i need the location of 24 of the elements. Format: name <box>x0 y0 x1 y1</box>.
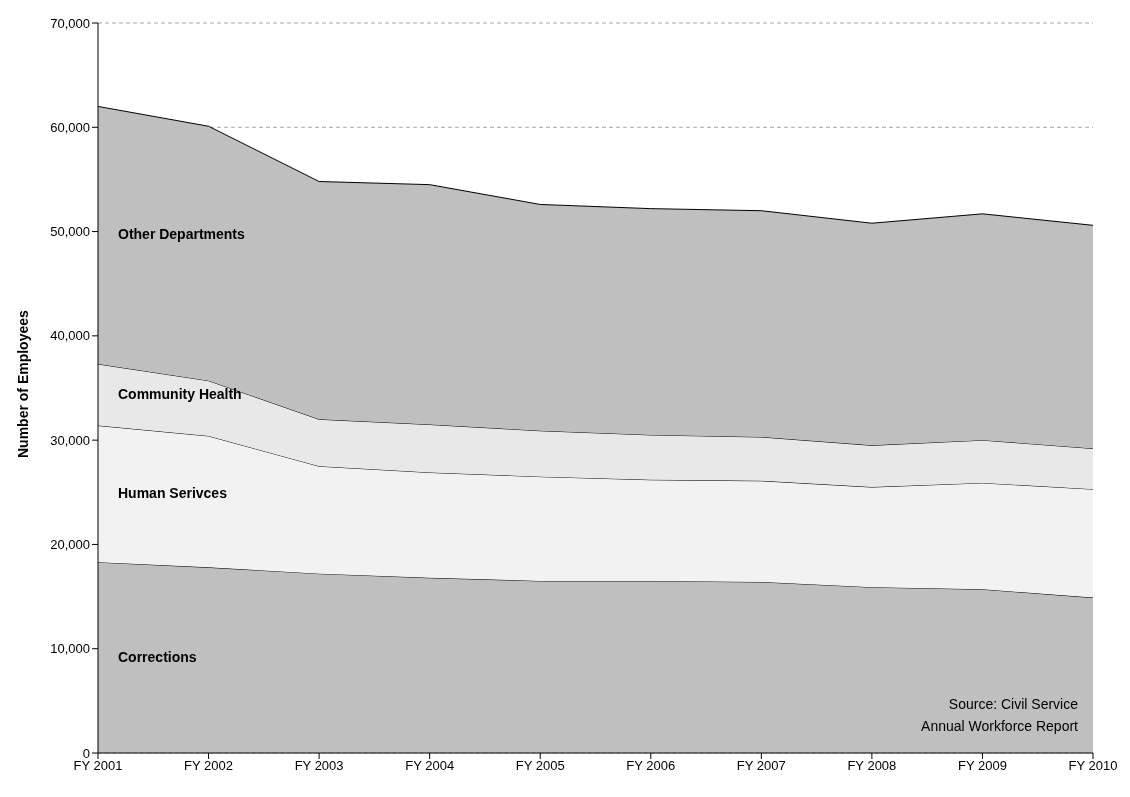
series-label: Other Departments <box>118 226 245 243</box>
x-tick-label: FY 2008 <box>847 758 897 774</box>
y-tick-label: 60,000 <box>50 119 90 135</box>
annotation: Source: Civil Service Annual Workforce Report <box>921 695 1078 736</box>
x-tick-label: FY 2003 <box>294 758 344 774</box>
y-tick-label: 10,000 <box>50 641 90 657</box>
series-label: Human Serivces <box>118 484 227 501</box>
y-tick-label: 20,000 <box>50 537 90 553</box>
y-tick-label: 30,000 <box>50 432 90 448</box>
x-tick-label: FY 2004 <box>405 758 455 774</box>
x-tick-label: FY 2002 <box>184 758 234 774</box>
x-tick-label: FY 2001 <box>73 758 123 774</box>
y-axis-title: Number of Employees <box>14 309 31 458</box>
y-tick-label: 40,000 <box>50 328 90 344</box>
x-tick-label: FY 2010 <box>1068 758 1118 774</box>
x-tick-label: FY 2005 <box>515 758 565 774</box>
y-tick-label: 0 <box>82 745 90 761</box>
y-tick-label: 50,000 <box>50 224 90 240</box>
x-tick-label: FY 2009 <box>957 758 1007 774</box>
x-tick-label: FY 2006 <box>626 758 676 774</box>
y-tick-label: 70,000 <box>50 15 90 31</box>
x-tick-label: FY 2007 <box>736 758 786 774</box>
series-label: Community Health <box>118 385 242 402</box>
series-label: Corrections <box>118 648 197 665</box>
